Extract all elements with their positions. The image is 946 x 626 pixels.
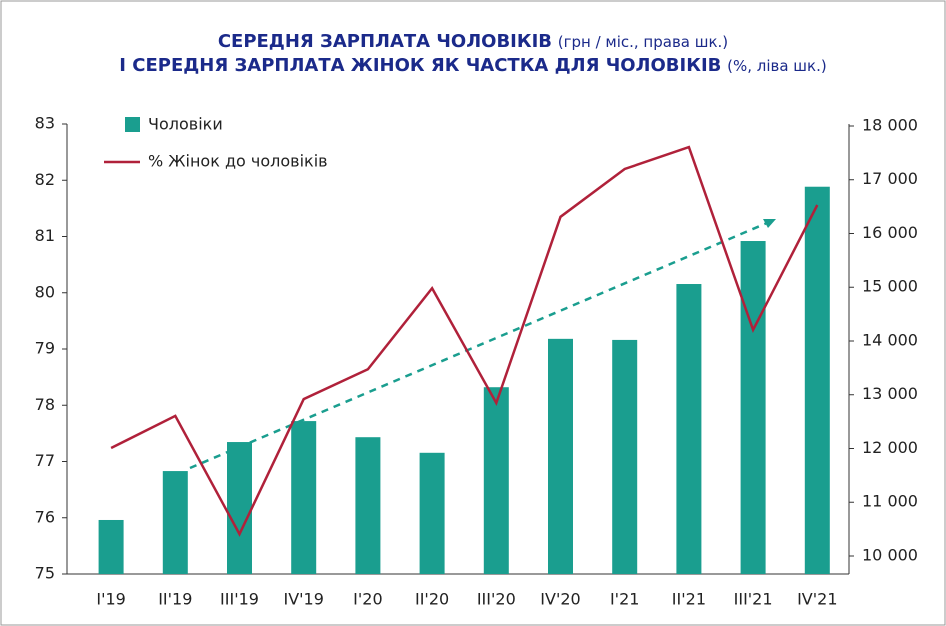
y-tick-label: 76 [35,507,55,526]
y2-tick-label: 12 000 [862,438,918,457]
x-tick-label: ІV'21 [797,590,837,609]
line [110,145,819,537]
y2-tick-label: 18 000 [862,115,918,134]
title-normal: (грн / міс., права шк.) [558,33,728,51]
chart-title: СЕРЕДНЯ ЗАРПЛАТА ЧОЛОВІКІВ (грн / міс., … [218,31,728,52]
x-tick-label: ІІ'21 [672,590,706,609]
arrow-head [763,219,776,228]
x-tick-label: ІІІ'21 [734,590,773,609]
title-bold: СЕРЕДНЯ ЗАРПЛАТА ЧОЛОВІКІВ [218,31,552,52]
y2-tick-label: 16 000 [862,223,918,242]
x-tick-label: ІІ'19 [158,590,192,609]
y-tick-label: 75 [35,564,55,583]
y2-tick-label: 13 000 [862,384,918,403]
y2-tick-label: 17 000 [862,169,918,188]
bar [740,241,766,574]
x-tick-label: ІV'20 [540,590,580,609]
bar [162,471,188,574]
bar [612,339,638,574]
legend-swatch [125,117,140,132]
bar [355,437,381,574]
y2-tick-label: 11 000 [862,492,918,511]
chart-title: І СЕРЕДНЯ ЗАРПЛАТА ЖІНОК ЯК ЧАСТКА ДЛЯ Ч… [119,55,826,76]
y-tick-label: 82 [35,170,55,189]
x-tick-label: ІІ'20 [415,590,449,609]
y2-tick-label: 15 000 [862,277,918,296]
trend-arrow [189,218,775,470]
y-tick-label: 79 [35,339,55,358]
x-tick-label: ІІІ'19 [220,590,259,609]
x-tick-label: ІV'19 [283,590,323,609]
title-bold: І СЕРЕДНЯ ЗАРПЛАТА ЖІНОК ЯК ЧАСТКА ДЛЯ Ч… [119,55,721,76]
y2-tick-label: 10 000 [862,545,918,564]
x-tick-label: ІІІ'20 [477,590,516,609]
bar [804,186,830,575]
legend-label: Чоловіки [148,115,223,134]
bar [676,284,702,574]
bar [548,338,573,574]
title-normal: (%, ліва шк.) [727,57,827,75]
y-tick-label: 80 [35,282,55,301]
bar [227,442,252,574]
x-tick-label: І'20 [353,590,382,609]
y-tick-label: 83 [35,114,55,133]
y2-tick-label: 14 000 [862,330,918,349]
legend-label: % Жінок до чоловіків [148,152,328,171]
x-tick-label: І'19 [96,590,125,609]
bar [291,421,317,574]
x-tick-label: І'21 [610,590,639,609]
bar [419,452,445,574]
bar [98,519,124,574]
y-tick-label: 77 [35,451,55,470]
y-tick-label: 78 [35,395,55,414]
y-tick-label: 81 [35,226,55,245]
bar [483,387,509,574]
